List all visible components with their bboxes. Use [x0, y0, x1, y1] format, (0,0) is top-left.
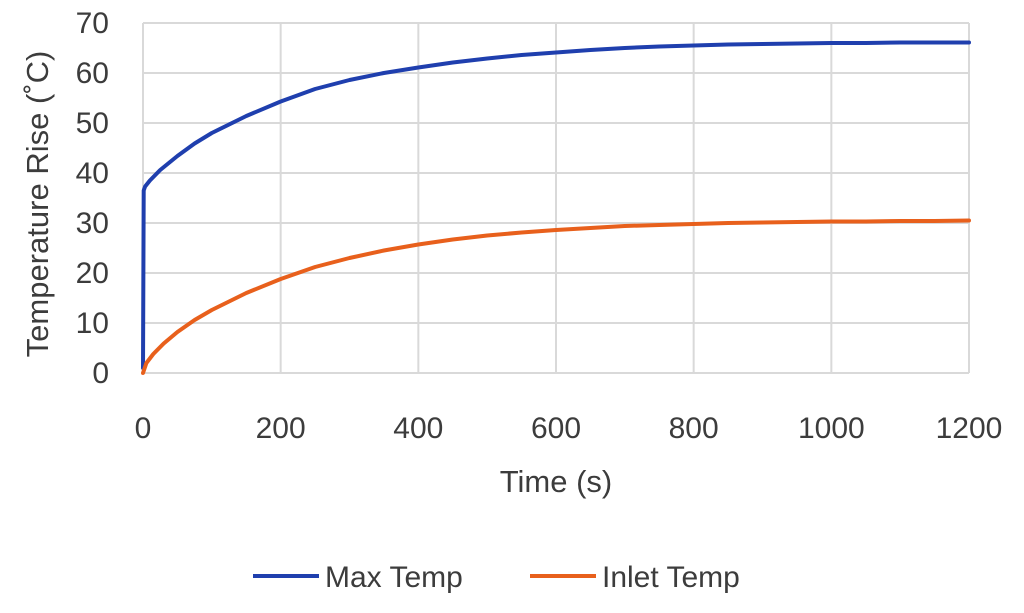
legend-item-inlet-temp: Inlet Temp [530, 561, 740, 594]
grid-layer [142, 22, 970, 374]
x-tick-label: 800 [669, 412, 719, 445]
y-tick-label: 50 [76, 107, 109, 140]
y-tick-label: 30 [76, 207, 109, 240]
x-tick-label: 1200 [936, 412, 1003, 445]
x-axis-ticks: 0 200 400 600 800 1000 1200 [135, 412, 1003, 445]
series-layer [141, 40, 971, 375]
series-line-inlet-temp [141, 218, 971, 375]
y-tick-label: 70 [76, 7, 109, 40]
x-tick-label: 600 [531, 412, 581, 445]
series-line-max-temp [141, 40, 971, 370]
y-axis-title: Temperature Rise (˚C) [20, 51, 55, 358]
y-tick-label: 0 [92, 357, 109, 390]
legend-label: Max Temp [325, 561, 463, 594]
x-tick-label: 400 [393, 412, 443, 445]
y-tick-label: 10 [76, 307, 109, 340]
legend: Max Temp Inlet Temp [253, 561, 740, 594]
legend-label: Inlet Temp [602, 561, 740, 594]
legend-item-max-temp: Max Temp [253, 561, 463, 594]
y-tick-label: 20 [76, 257, 109, 290]
x-tick-label: 0 [135, 412, 152, 445]
y-axis-ticks: 0 10 20 30 40 50 60 70 [76, 7, 109, 390]
x-tick-label: 1000 [798, 412, 865, 445]
y-tick-label: 40 [76, 157, 109, 190]
x-axis-title: Time (s) [500, 464, 613, 499]
y-tick-label: 60 [76, 57, 109, 90]
x-tick-label: 200 [256, 412, 306, 445]
